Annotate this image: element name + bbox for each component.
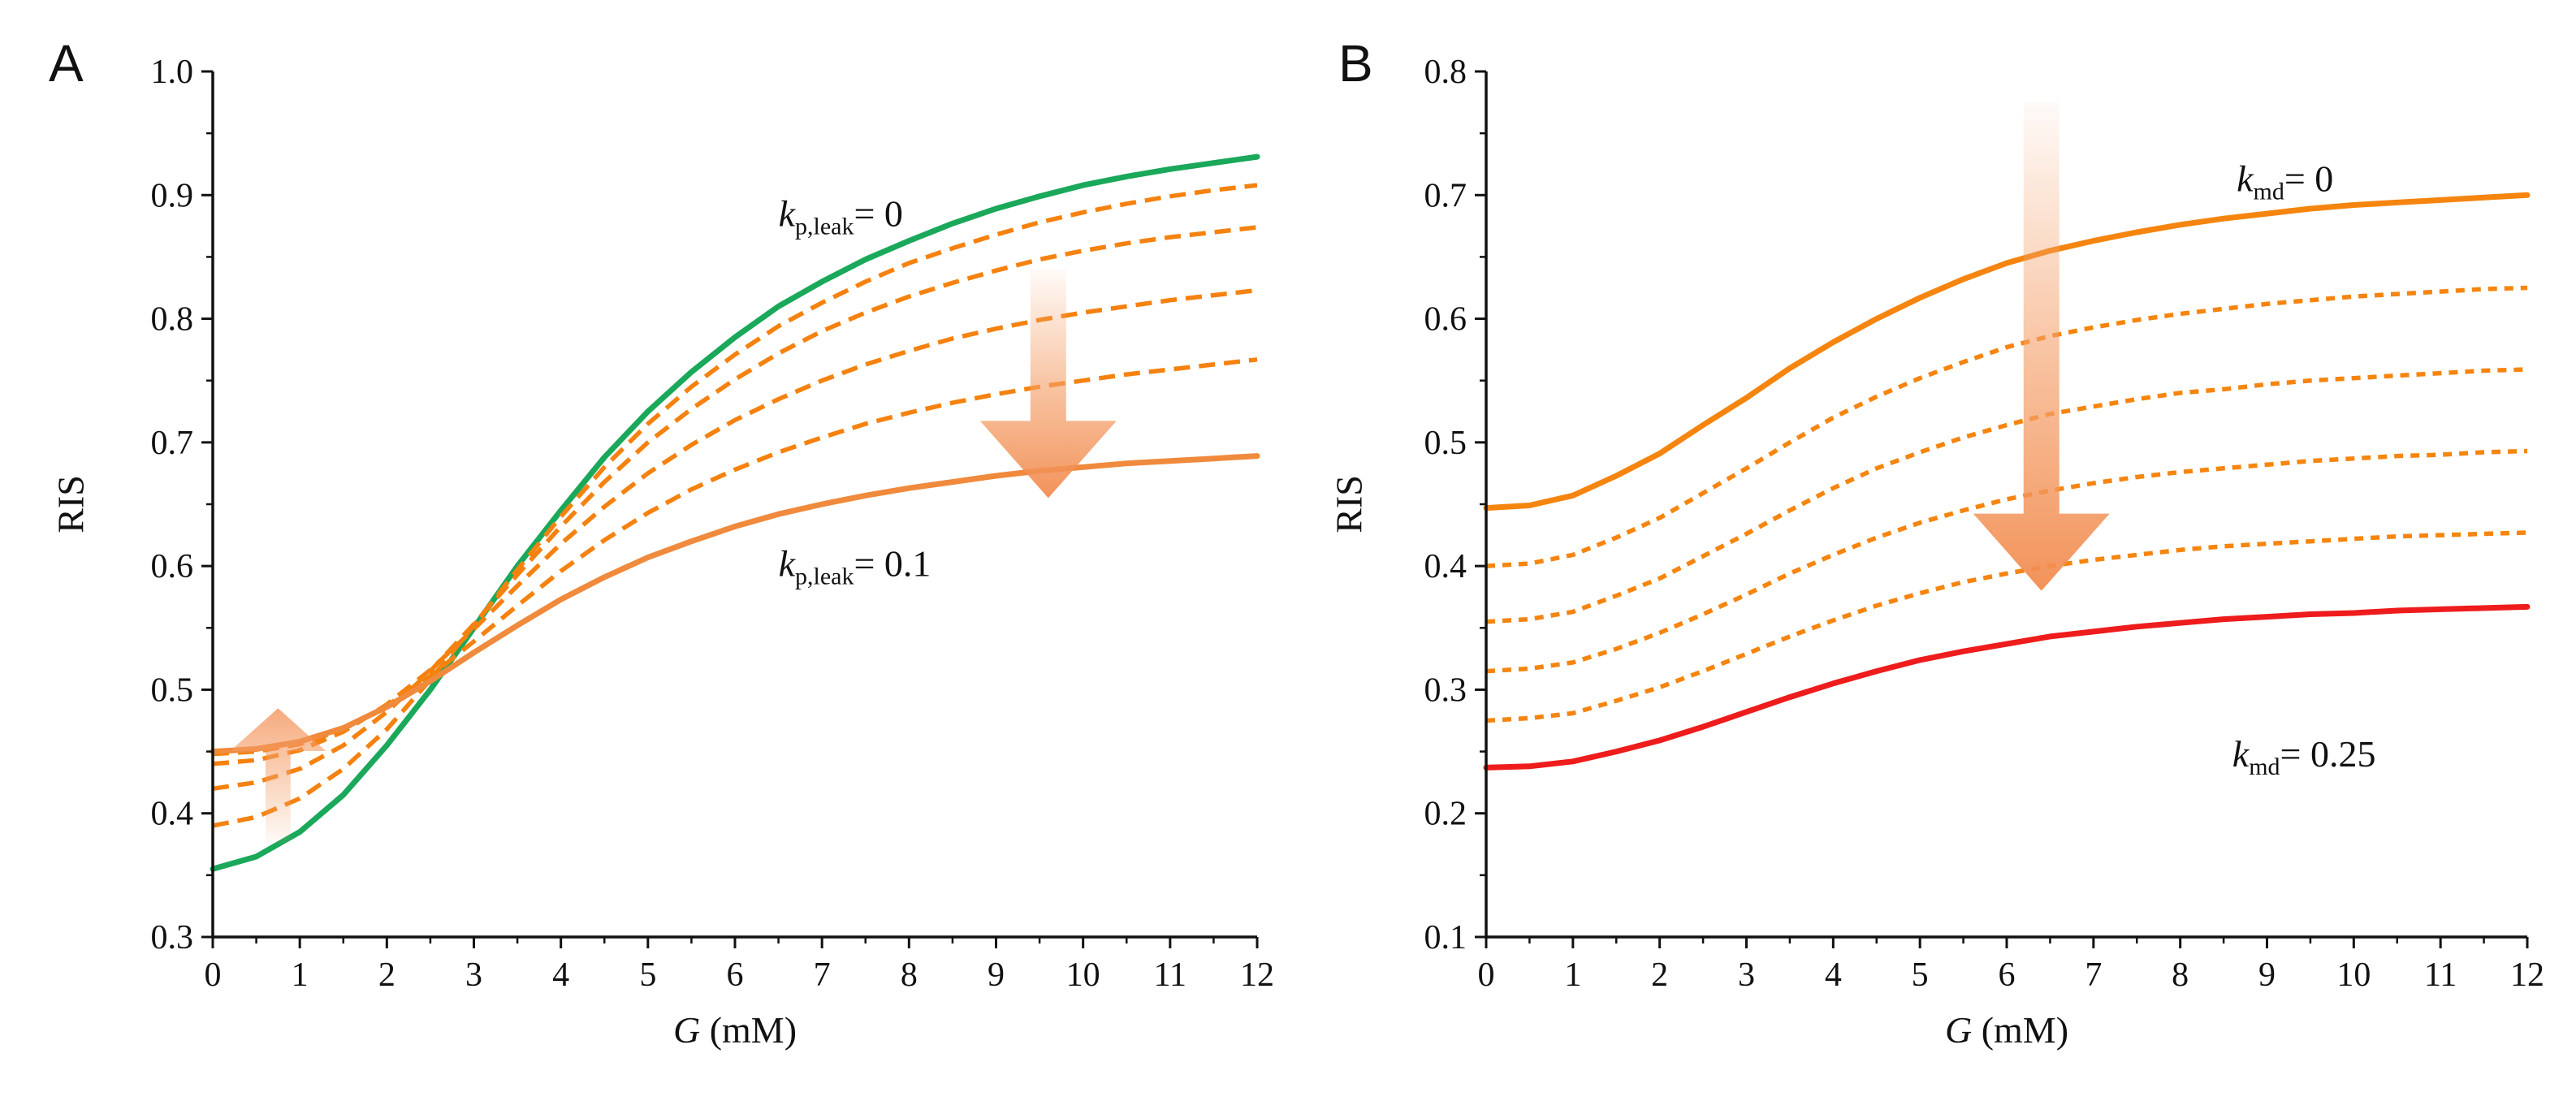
y-tick-label: 0.4: [151, 796, 194, 833]
annotation-subscript: p,leak: [795, 213, 854, 240]
y-tick-label: 0.6: [1424, 301, 1467, 339]
series-lines: [210, 153, 1260, 872]
x-axis-label-variable: G: [1945, 1009, 1972, 1051]
curve-annotation: kmd= 0: [2237, 158, 2333, 205]
series-line-4: [1485, 448, 2528, 674]
arrow-down-icon: [1973, 102, 2110, 591]
y-tick-label: 0.4: [1424, 548, 1467, 585]
y-tick-label: 1.0: [151, 54, 194, 91]
y-axis-label: RIS: [1329, 475, 1370, 533]
series-lines: [1483, 192, 2531, 771]
annotation-value: = 0.25: [2280, 733, 2376, 775]
x-tick-label: 2: [1651, 956, 1668, 994]
x-axis-label-variable: G: [673, 1009, 700, 1051]
panel-b: B0 1 2 3 4 5 6 7 8 9 10 11 120.10.20.30.40.50.60.70.…: [1329, 34, 2544, 1051]
x-axis-label: G (mM): [1945, 1009, 2068, 1051]
series-line-5: [1485, 530, 2528, 723]
annotation-subscript: md: [2254, 179, 2284, 205]
annotation-value: = 0: [854, 192, 902, 234]
x-tick-label: 11: [2424, 956, 2457, 994]
y-tick-label: 0.3: [151, 919, 194, 956]
x-tick-label: 0: [1478, 956, 1495, 994]
x-tick-label: 9: [2258, 956, 2276, 994]
curve-annotation: kp,leak= 0.1: [779, 542, 931, 589]
trend-arrows: [1973, 102, 2110, 591]
annotation-subscript: md: [2249, 753, 2280, 780]
y-axis-ticks: 0.1 0.2 0.3 0.4 0.5 0.6 0.7 0.8: [1424, 54, 1486, 956]
x-tick-label: 0: [205, 956, 222, 994]
y-tick-label: 0.7: [151, 425, 194, 462]
panel-letter: A: [49, 34, 84, 93]
curve-annotations: kp,leak= 0kp,leak= 0.1: [779, 192, 931, 589]
y-tick-label: 0.8: [1424, 54, 1467, 91]
series-line-1: [210, 153, 1260, 872]
panel-a: A0 1 2 3 4 5 6 7 8 9 10 11 120.30.40.50.60.70.80.91.…: [49, 34, 1274, 1051]
annotation-symbol: k: [779, 192, 797, 234]
y-axis-ticks: 0.3 0.4 0.5 0.6 0.7 0.8 0.9 1.0: [151, 54, 213, 956]
y-tick-label: 0.7: [1424, 177, 1467, 214]
series-line-2: [1485, 285, 2528, 568]
x-tick-label: 8: [2172, 956, 2189, 994]
y-tick-label: 0.1: [1424, 919, 1467, 956]
x-axis-label-unit: (mM): [700, 1009, 797, 1051]
annotation-subscript: p,leak: [795, 563, 854, 589]
y-tick-label: 0.5: [151, 671, 194, 709]
x-axis-ticks: 0 1 2 3 4 5 6 7 8 9 10 11 12: [1478, 937, 2544, 994]
series-line-1: [1483, 192, 2531, 512]
y-axis-label: RIS: [50, 475, 92, 533]
annotation-symbol: k: [779, 542, 797, 584]
y-tick-label: 0.5: [1424, 425, 1467, 462]
series-line-2: [212, 183, 1258, 828]
annotation-value: = 0: [2284, 158, 2333, 200]
x-tick-label: 1: [292, 956, 309, 994]
x-tick-label: 6: [1999, 956, 2016, 994]
x-tick-label: 12: [1240, 956, 1274, 994]
curve-annotation: kp,leak= 0: [779, 192, 903, 240]
x-tick-label: 6: [727, 956, 744, 994]
x-tick-label: 10: [2336, 956, 2371, 994]
annotation-symbol: k: [2232, 733, 2250, 775]
annotation-value: = 0.1: [854, 542, 931, 584]
x-tick-label: 7: [814, 956, 831, 994]
series-line-6: [210, 453, 1260, 755]
trend-arrows: [230, 269, 1117, 844]
y-tick-label: 0.9: [151, 177, 194, 214]
arrow-up-icon: [230, 708, 326, 844]
series-line-6: [1483, 603, 2531, 771]
y-tick-label: 0.6: [151, 548, 194, 585]
series-line-3: [1485, 367, 2528, 624]
curve-annotation: kmd= 0.25: [2232, 733, 2376, 780]
x-tick-label: 12: [2510, 956, 2544, 994]
y-tick-label: 0.8: [151, 301, 194, 339]
x-tick-label: 11: [1154, 956, 1186, 994]
annotation-symbol: k: [2237, 158, 2254, 200]
x-tick-label: 4: [552, 956, 569, 994]
x-tick-label: 10: [1066, 956, 1100, 994]
x-tick-label: 8: [901, 956, 918, 994]
x-axis-ticks: 0 1 2 3 4 5 6 7 8 9 10 11 12: [205, 937, 1274, 994]
x-tick-label: 5: [1912, 956, 1929, 994]
y-tick-label: 0.2: [1424, 796, 1467, 833]
y-tick-label: 0.3: [1424, 671, 1467, 709]
x-tick-label: 1: [1564, 956, 1581, 994]
arrow-down-icon: [979, 269, 1117, 499]
x-tick-label: 3: [1738, 956, 1755, 994]
x-tick-label: 4: [1825, 956, 1842, 994]
x-tick-label: 5: [639, 956, 656, 994]
x-axis-label-unit: (mM): [1972, 1009, 2068, 1051]
x-tick-label: 2: [378, 956, 395, 994]
panel-letter: B: [1338, 34, 1373, 93]
x-tick-label: 3: [465, 956, 482, 994]
x-tick-label: 7: [2085, 956, 2102, 994]
x-tick-label: 9: [988, 956, 1005, 994]
x-axis-label: G (mM): [673, 1009, 797, 1051]
